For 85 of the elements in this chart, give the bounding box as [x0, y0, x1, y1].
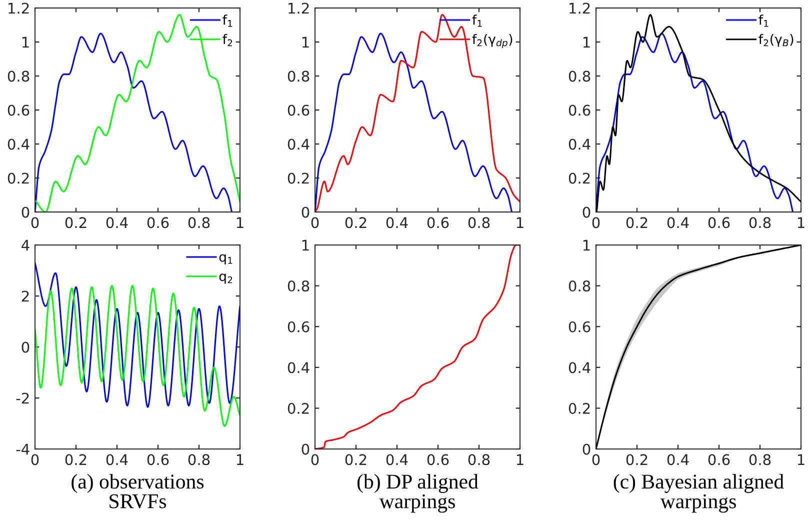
- legend-label: f$_{2}$: [222, 34, 232, 46]
- x-tick-label: 0.6: [147, 454, 169, 466]
- y-tick-label: 0.2: [288, 172, 309, 184]
- x-tick-label: 0.4: [106, 454, 128, 466]
- x-tick-label: 0.6: [708, 217, 730, 228]
- y-tick-label: 1.2: [570, 2, 590, 14]
- y-tick-label: 0: [22, 206, 30, 218]
- x-tick-label: 1: [798, 454, 804, 465]
- y-tick-label: 0.8: [288, 70, 310, 82]
- y-tick-label: 0.8: [568, 70, 590, 82]
- y-tick-label: 0.2: [8, 172, 29, 184]
- x-tick-label: 1: [516, 217, 524, 228]
- x-tick-label: 0.2: [345, 217, 366, 228]
- x-tick-label: 0.8: [468, 217, 490, 228]
- x-tick-label: 0.6: [147, 217, 169, 228]
- x-tick-label: 0.4: [667, 217, 689, 228]
- y-tick-label: 0.4: [288, 362, 310, 374]
- legend-label: f$_{2}$(γ$_{B}$): [758, 34, 794, 47]
- x-tick-label: 0.8: [749, 217, 771, 228]
- y-tick-label: 0.6: [288, 321, 310, 332]
- legend-label: f$_{1}$: [222, 14, 232, 27]
- x-tick-label: 0.6: [427, 454, 449, 466]
- y-tick-label: 0.8: [288, 280, 310, 292]
- y-tick-label: 0.4: [8, 138, 30, 150]
- x-tick-label: 0.8: [188, 454, 210, 466]
- y-tick-label: 0.6: [568, 321, 590, 332]
- y-tick-label: 1: [302, 36, 309, 48]
- x-tick-label: 0: [31, 217, 39, 228]
- y-tick-label: 0.2: [288, 402, 309, 414]
- y-tick-label: 0.8: [568, 280, 590, 292]
- y-tick-label: -4: [16, 444, 30, 455]
- y-tick-label: 0.6: [568, 104, 590, 116]
- legend-label: f$_{1}$: [472, 14, 482, 27]
- y-tick-label: 1.2: [8, 2, 29, 14]
- y-tick-label: 0.4: [568, 362, 590, 374]
- y-tick-label: 1: [583, 36, 590, 48]
- x-tick-label: 0: [592, 217, 600, 228]
- y-tick-label: 0: [302, 444, 310, 455]
- text: (b) DP aligned warpings: [357, 474, 478, 513]
- x-tick-label: 0.2: [626, 454, 648, 466]
- x-tick-label: 1: [236, 454, 244, 465]
- x-tick-label: 0.4: [667, 454, 689, 466]
- y-tick-label: 4: [22, 240, 30, 251]
- x-tick-label: 0.8: [468, 454, 490, 466]
- y-tick-label: 0.6: [8, 104, 30, 116]
- x-tick-label: 0: [311, 217, 319, 228]
- y-tick-label: -2: [16, 392, 29, 404]
- x-tick-label: 0.6: [708, 454, 730, 466]
- text: (c) Bayesian aligned warpings: [614, 474, 784, 513]
- x-tick-label: 0: [592, 454, 600, 466]
- x-tick-label: 0: [31, 454, 39, 466]
- y-tick-label: 1: [22, 36, 29, 48]
- y-tick-label: 0: [22, 342, 30, 353]
- y-tick-label: 0.4: [288, 138, 310, 150]
- legend-label: f$_{2}$(γ$_{dp}$): [472, 34, 512, 48]
- x-tick-label: 1: [516, 454, 524, 465]
- y-tick-label: 0.4: [568, 138, 590, 150]
- x-tick-label: 0.2: [626, 217, 648, 228]
- x-tick-label: 0.8: [749, 454, 771, 466]
- y-tick-label: 0: [582, 444, 590, 455]
- x-tick-label: 0.4: [386, 454, 408, 466]
- x-tick-label: 0.2: [345, 454, 366, 466]
- y-tick-label: 0.8: [8, 70, 30, 82]
- y-tick-label: 0: [302, 206, 310, 218]
- x-tick-label: 0.2: [65, 217, 86, 228]
- x-tick-label: 1: [798, 217, 804, 228]
- text: (a) observations SRVFs: [72, 474, 204, 508]
- y-tick-label: 1: [583, 240, 590, 251]
- y-tick-label: 0.2: [568, 172, 590, 184]
- y-tick-label: 0.6: [288, 104, 310, 116]
- x-tick-label: 0.4: [386, 217, 408, 228]
- x-tick-label: 1: [236, 217, 244, 228]
- y-tick-label: 0: [582, 206, 590, 218]
- y-tick-label: 2: [22, 290, 29, 302]
- legend-label: f$_{1}$: [758, 14, 768, 27]
- x-tick-label: 0.2: [65, 454, 86, 466]
- x-tick-label: 0.8: [188, 217, 210, 228]
- legend-label: q$_{1}$: [219, 254, 232, 264]
- y-tick-label: 0.2: [568, 402, 590, 414]
- legend-label: q$_{2}$: [219, 274, 232, 284]
- x-tick-label: 0.6: [427, 217, 449, 228]
- x-tick-label: 0: [311, 454, 319, 466]
- y-tick-label: 1.2: [288, 2, 309, 14]
- x-tick-label: 0.4: [106, 217, 128, 228]
- y-tick-label: 1: [302, 240, 309, 251]
